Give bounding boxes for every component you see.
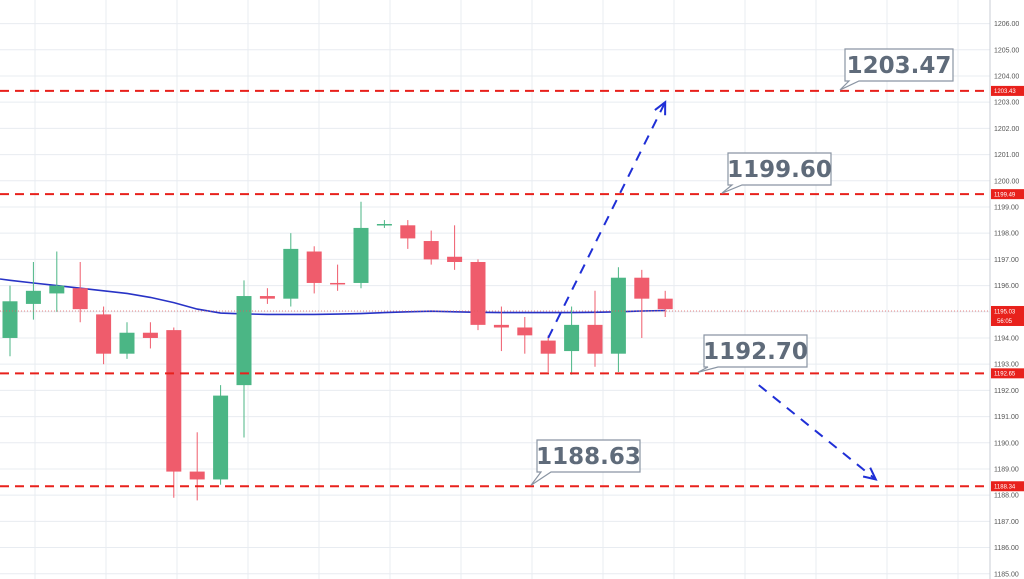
price-tick-label: 1203.00	[994, 100, 1019, 107]
candle-up	[49, 285, 65, 294]
price-tick-label: 1187.00	[994, 519, 1019, 526]
price-tick-label: 1201.00	[994, 152, 1019, 159]
candle-up	[353, 227, 369, 283]
bar-countdown-text: 56:05	[997, 319, 1013, 325]
candle-down	[189, 471, 205, 480]
price-tick-label: 1202.00	[994, 126, 1019, 133]
price-tick-label: 1185.00	[994, 571, 1019, 578]
price-tick-label: 1191.00	[994, 414, 1019, 421]
current-price-marker: 1195.03 56:05	[0, 305, 1024, 326]
level-callouts: 1203.47 1199.60 1192.70 1188.63	[530, 48, 954, 486]
candle-down	[142, 332, 158, 338]
price-tick-label: 1193.00	[994, 362, 1019, 369]
current-price-tag	[991, 305, 1024, 326]
candle-up	[376, 224, 392, 226]
level-callout-box	[697, 334, 808, 373]
level-callout-box	[839, 48, 954, 91]
level-price-tag-text: 1199.49	[994, 192, 1016, 198]
candlestick-series	[2, 201, 673, 501]
price-tick-label: 1197.00	[994, 257, 1019, 264]
price-tick-label: 1206.00	[994, 21, 1019, 28]
price-tick-label: 1196.00	[994, 283, 1019, 290]
candle-down	[259, 296, 275, 299]
projection-arrowhead	[654, 100, 667, 116]
price-tick-label: 1190.00	[994, 440, 1019, 447]
projection-arrowhead	[862, 467, 878, 481]
candle-up	[213, 395, 229, 480]
moving-average-line	[0, 278, 666, 316]
candle-down	[400, 225, 416, 239]
price-tick-label: 1189.00	[994, 466, 1019, 473]
level-price-tag-text: 1203.43	[994, 89, 1016, 95]
level-callout-box	[530, 439, 641, 486]
chart-grid	[0, 0, 990, 579]
candle-up	[25, 290, 41, 304]
level-price-tag	[991, 189, 1024, 200]
price-tick-label: 1188.00	[994, 493, 1019, 500]
candle-down	[166, 330, 182, 472]
current-price-tag-text: 1195.03	[994, 309, 1016, 315]
moving-average-series	[0, 278, 666, 316]
candle-down	[447, 256, 463, 262]
level-callout-text: 1199.60	[727, 157, 832, 183]
candle-up	[564, 324, 580, 352]
level-price-tag-text: 1192.65	[994, 372, 1016, 378]
candle-down	[423, 241, 439, 260]
price-axis: 1185.00 1186.00 1187.00 1188.00 1189.00 1190.…	[989, 0, 1019, 579]
candle-up	[119, 332, 135, 354]
support-resistance-levels: 1203.43 1199.49 1192.65 1188.34	[0, 85, 1024, 492]
candle-down	[96, 314, 112, 354]
candle-down	[306, 251, 322, 283]
price-tick-label: 1198.00	[994, 231, 1019, 238]
price-tick-label: 1186.00	[994, 545, 1019, 552]
candle-down	[470, 261, 486, 325]
level-price-tag-text: 1188.34	[994, 484, 1016, 490]
candle-down	[540, 340, 556, 354]
projection-arrow-line	[547, 101, 667, 339]
price-tick-label: 1199.00	[994, 204, 1019, 211]
level-callout-box	[721, 152, 832, 194]
projection-arrow-line	[758, 384, 877, 481]
price-tick-label: 1194.00	[994, 335, 1019, 342]
level-callout: 1203.47	[839, 48, 954, 91]
level-price-tag	[991, 481, 1024, 492]
candle-up	[283, 248, 299, 299]
candle-up	[2, 301, 18, 338]
level-callout-text: 1192.70	[703, 339, 808, 365]
price-tick-label: 1192.00	[994, 388, 1019, 395]
price-tick-label: 1204.00	[994, 73, 1019, 80]
price-tick-label: 1200.00	[994, 178, 1019, 185]
candle-up	[610, 277, 626, 354]
candle-up	[236, 296, 252, 386]
candle-down	[493, 324, 509, 328]
level-callout: 1188.63	[530, 439, 641, 486]
level-price-tag	[991, 85, 1024, 96]
candle-down	[587, 324, 603, 354]
candle-down	[634, 277, 650, 299]
candle-down	[72, 288, 88, 310]
level-callout-text: 1188.63	[536, 444, 641, 470]
candle-down	[657, 298, 673, 310]
level-callout: 1199.60	[721, 152, 832, 194]
projection-arrows	[547, 100, 878, 481]
candle-down	[330, 282, 346, 285]
level-callout-text: 1203.47	[847, 53, 952, 79]
level-price-tag	[991, 368, 1024, 379]
level-callout: 1192.70	[697, 334, 808, 373]
candle-down	[517, 327, 533, 336]
price-tick-label: 1205.00	[994, 47, 1019, 54]
